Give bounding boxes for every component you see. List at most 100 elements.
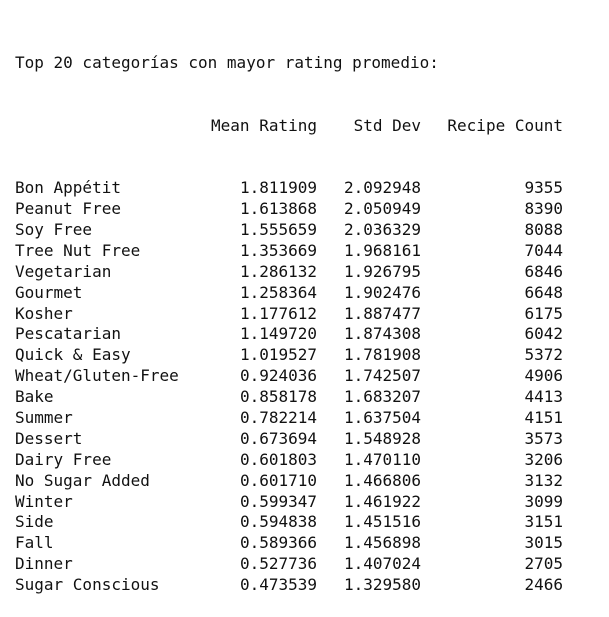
mean-rating-value: 0.601803 xyxy=(239,449,317,469)
std-dev-value: 1.887477 xyxy=(343,303,421,323)
mean-rating-value: 1.811909 xyxy=(239,178,317,198)
output-title: Top 20 categorías con mayor rating prome… xyxy=(15,52,439,72)
recipe-count-value: 3206 xyxy=(524,449,563,469)
category-name: Bon Appétit xyxy=(15,178,121,198)
recipe-count-value: 2466 xyxy=(524,575,563,595)
mean-rating-value: 0.924036 xyxy=(239,366,317,386)
table-row: Dairy Free 0.601803 1.470110 3206 xyxy=(15,450,563,471)
std-dev-value: 1.968161 xyxy=(343,240,421,260)
category-name: Peanut Free xyxy=(15,199,121,219)
table-row: Dinner 0.527736 1.407024 2705 xyxy=(15,554,563,575)
category-name: Dairy Free xyxy=(15,449,112,469)
mean-rating-value: 0.473539 xyxy=(239,575,317,595)
table-row: Vegetarian 1.286132 1.926795 6846 xyxy=(15,262,563,283)
std-dev-value: 2.050949 xyxy=(343,199,421,219)
category-name: Dessert xyxy=(15,428,83,448)
table-row: Fall 0.589366 1.456898 3015 xyxy=(15,533,563,554)
mean-rating-value: 1.555659 xyxy=(239,220,317,239)
recipe-count-value: 6042 xyxy=(524,324,563,344)
mean-rating-value: 0.673694 xyxy=(239,428,317,448)
category-name: No Sugar Added xyxy=(15,470,150,490)
recipe-count-value: 3573 xyxy=(524,428,563,448)
table-row: Soy Free 1.555659 2.036329 8088 xyxy=(15,220,563,241)
category-name: Fall xyxy=(15,533,54,553)
mean-rating-value: 0.527736 xyxy=(239,554,317,574)
recipe-count-value: 7044 xyxy=(524,240,563,260)
std-dev-value: 1.461922 xyxy=(343,491,421,511)
category-name: Sugar Conscious xyxy=(15,575,160,595)
recipe-count-value: 3151 xyxy=(524,512,563,532)
table-row: Quick & Easy 1.019527 1.781908 5372 xyxy=(15,345,563,366)
mean-rating-value: 1.177612 xyxy=(239,303,317,323)
mean-rating-value: 1.286132 xyxy=(239,261,317,281)
std-dev-value: 1.902476 xyxy=(343,282,421,302)
category-name: Kosher xyxy=(15,303,73,323)
table-row: Pescatarian 1.149720 1.874308 6042 xyxy=(15,324,563,345)
mean-rating-value: 0.594838 xyxy=(239,512,317,532)
std-dev-value: 1.456898 xyxy=(343,533,421,553)
std-dev-value: 1.742507 xyxy=(343,366,421,386)
header-recipe-count: Recipe Count xyxy=(447,115,563,135)
recipe-count-value: 8088 xyxy=(524,220,563,239)
category-name: Bake xyxy=(15,387,54,407)
recipe-count-value: 3015 xyxy=(524,533,563,553)
std-dev-value: 1.466806 xyxy=(343,470,421,490)
recipe-count-value: 6648 xyxy=(524,282,563,302)
std-dev-value: 1.637504 xyxy=(343,408,421,428)
table-row: Summer 0.782214 1.637504 4151 xyxy=(15,408,563,429)
category-name: Pescatarian xyxy=(15,324,121,344)
mean-rating-value: 1.149720 xyxy=(239,324,317,344)
category-name: Tree Nut Free xyxy=(15,240,141,260)
std-dev-value: 1.781908 xyxy=(343,345,421,365)
recipe-count-value: 2705 xyxy=(524,554,563,574)
category-name: Vegetarian xyxy=(15,261,112,281)
std-dev-value: 1.548928 xyxy=(343,428,421,448)
table-header: Mean Rating Std Dev Recipe Count xyxy=(15,116,563,137)
recipe-count-value: 3132 xyxy=(524,470,563,490)
recipe-count-value: 9355 xyxy=(524,178,563,198)
mean-rating-value: 1.258364 xyxy=(239,282,317,302)
std-dev-value: 1.926795 xyxy=(343,261,421,281)
table-row: Bake 0.858178 1.683207 4413 xyxy=(15,387,563,408)
category-name: Wheat/Gluten-Free xyxy=(15,366,179,386)
table-body: Bon Appétit 1.811909 2.092948 9355 Peanut Fr… xyxy=(15,178,563,596)
table-row: Side 0.594838 1.451516 3151 xyxy=(15,512,563,533)
std-dev-value: 1.407024 xyxy=(343,554,421,574)
category-name: Soy Free xyxy=(15,220,93,239)
std-dev-value: 2.036329 xyxy=(343,220,421,239)
table-row: Dessert 0.673694 1.548928 3573 xyxy=(15,429,563,450)
mean-rating-value: 1.353669 xyxy=(239,240,317,260)
mean-rating-value: 1.613868 xyxy=(239,199,317,219)
std-dev-value: 1.470110 xyxy=(343,449,421,469)
header-std-dev: Std Dev xyxy=(353,115,421,135)
table-row: Gourmet 1.258364 1.902476 6648 xyxy=(15,283,563,304)
table-row: Bon Appétit 1.811909 2.092948 9355 xyxy=(15,178,563,199)
category-name: Dinner xyxy=(15,554,73,574)
std-dev-value: 1.874308 xyxy=(343,324,421,344)
category-name: Gourmet xyxy=(15,282,83,302)
table-row: Sugar Conscious 0.473539 1.329580 2466 xyxy=(15,575,563,596)
recipe-count-value: 5372 xyxy=(524,345,563,365)
table-row: Peanut Free 1.613868 2.050949 8390 xyxy=(15,199,563,220)
std-dev-value: 1.329580 xyxy=(343,575,421,595)
category-name: Quick & Easy xyxy=(15,345,131,365)
recipe-count-value: 6175 xyxy=(524,303,563,323)
category-name: Winter xyxy=(15,491,73,511)
mean-rating-value: 0.782214 xyxy=(239,408,317,428)
table-row: Winter 0.599347 1.461922 3099 xyxy=(15,492,563,513)
std-dev-value: 1.683207 xyxy=(343,387,421,407)
std-dev-value: 1.451516 xyxy=(343,512,421,532)
header-mean-rating: Mean Rating xyxy=(211,115,317,135)
mean-rating-value: 0.589366 xyxy=(239,533,317,553)
table-row: Tree Nut Free 1.353669 1.968161 7044 xyxy=(15,241,563,262)
category-name: Summer xyxy=(15,408,73,428)
table-row: Kosher 1.177612 1.887477 6175 xyxy=(15,304,563,325)
recipe-count-value: 6846 xyxy=(524,261,563,281)
mean-rating-value: 0.599347 xyxy=(239,491,317,511)
recipe-count-value: 4906 xyxy=(524,366,563,386)
recipe-count-value: 4151 xyxy=(524,408,563,428)
mean-rating-value: 0.858178 xyxy=(239,387,317,407)
console-output: Top 20 categorías con mayor rating prome… xyxy=(15,11,563,617)
recipe-count-value: 4413 xyxy=(524,387,563,407)
mean-rating-value: 1.019527 xyxy=(239,345,317,365)
